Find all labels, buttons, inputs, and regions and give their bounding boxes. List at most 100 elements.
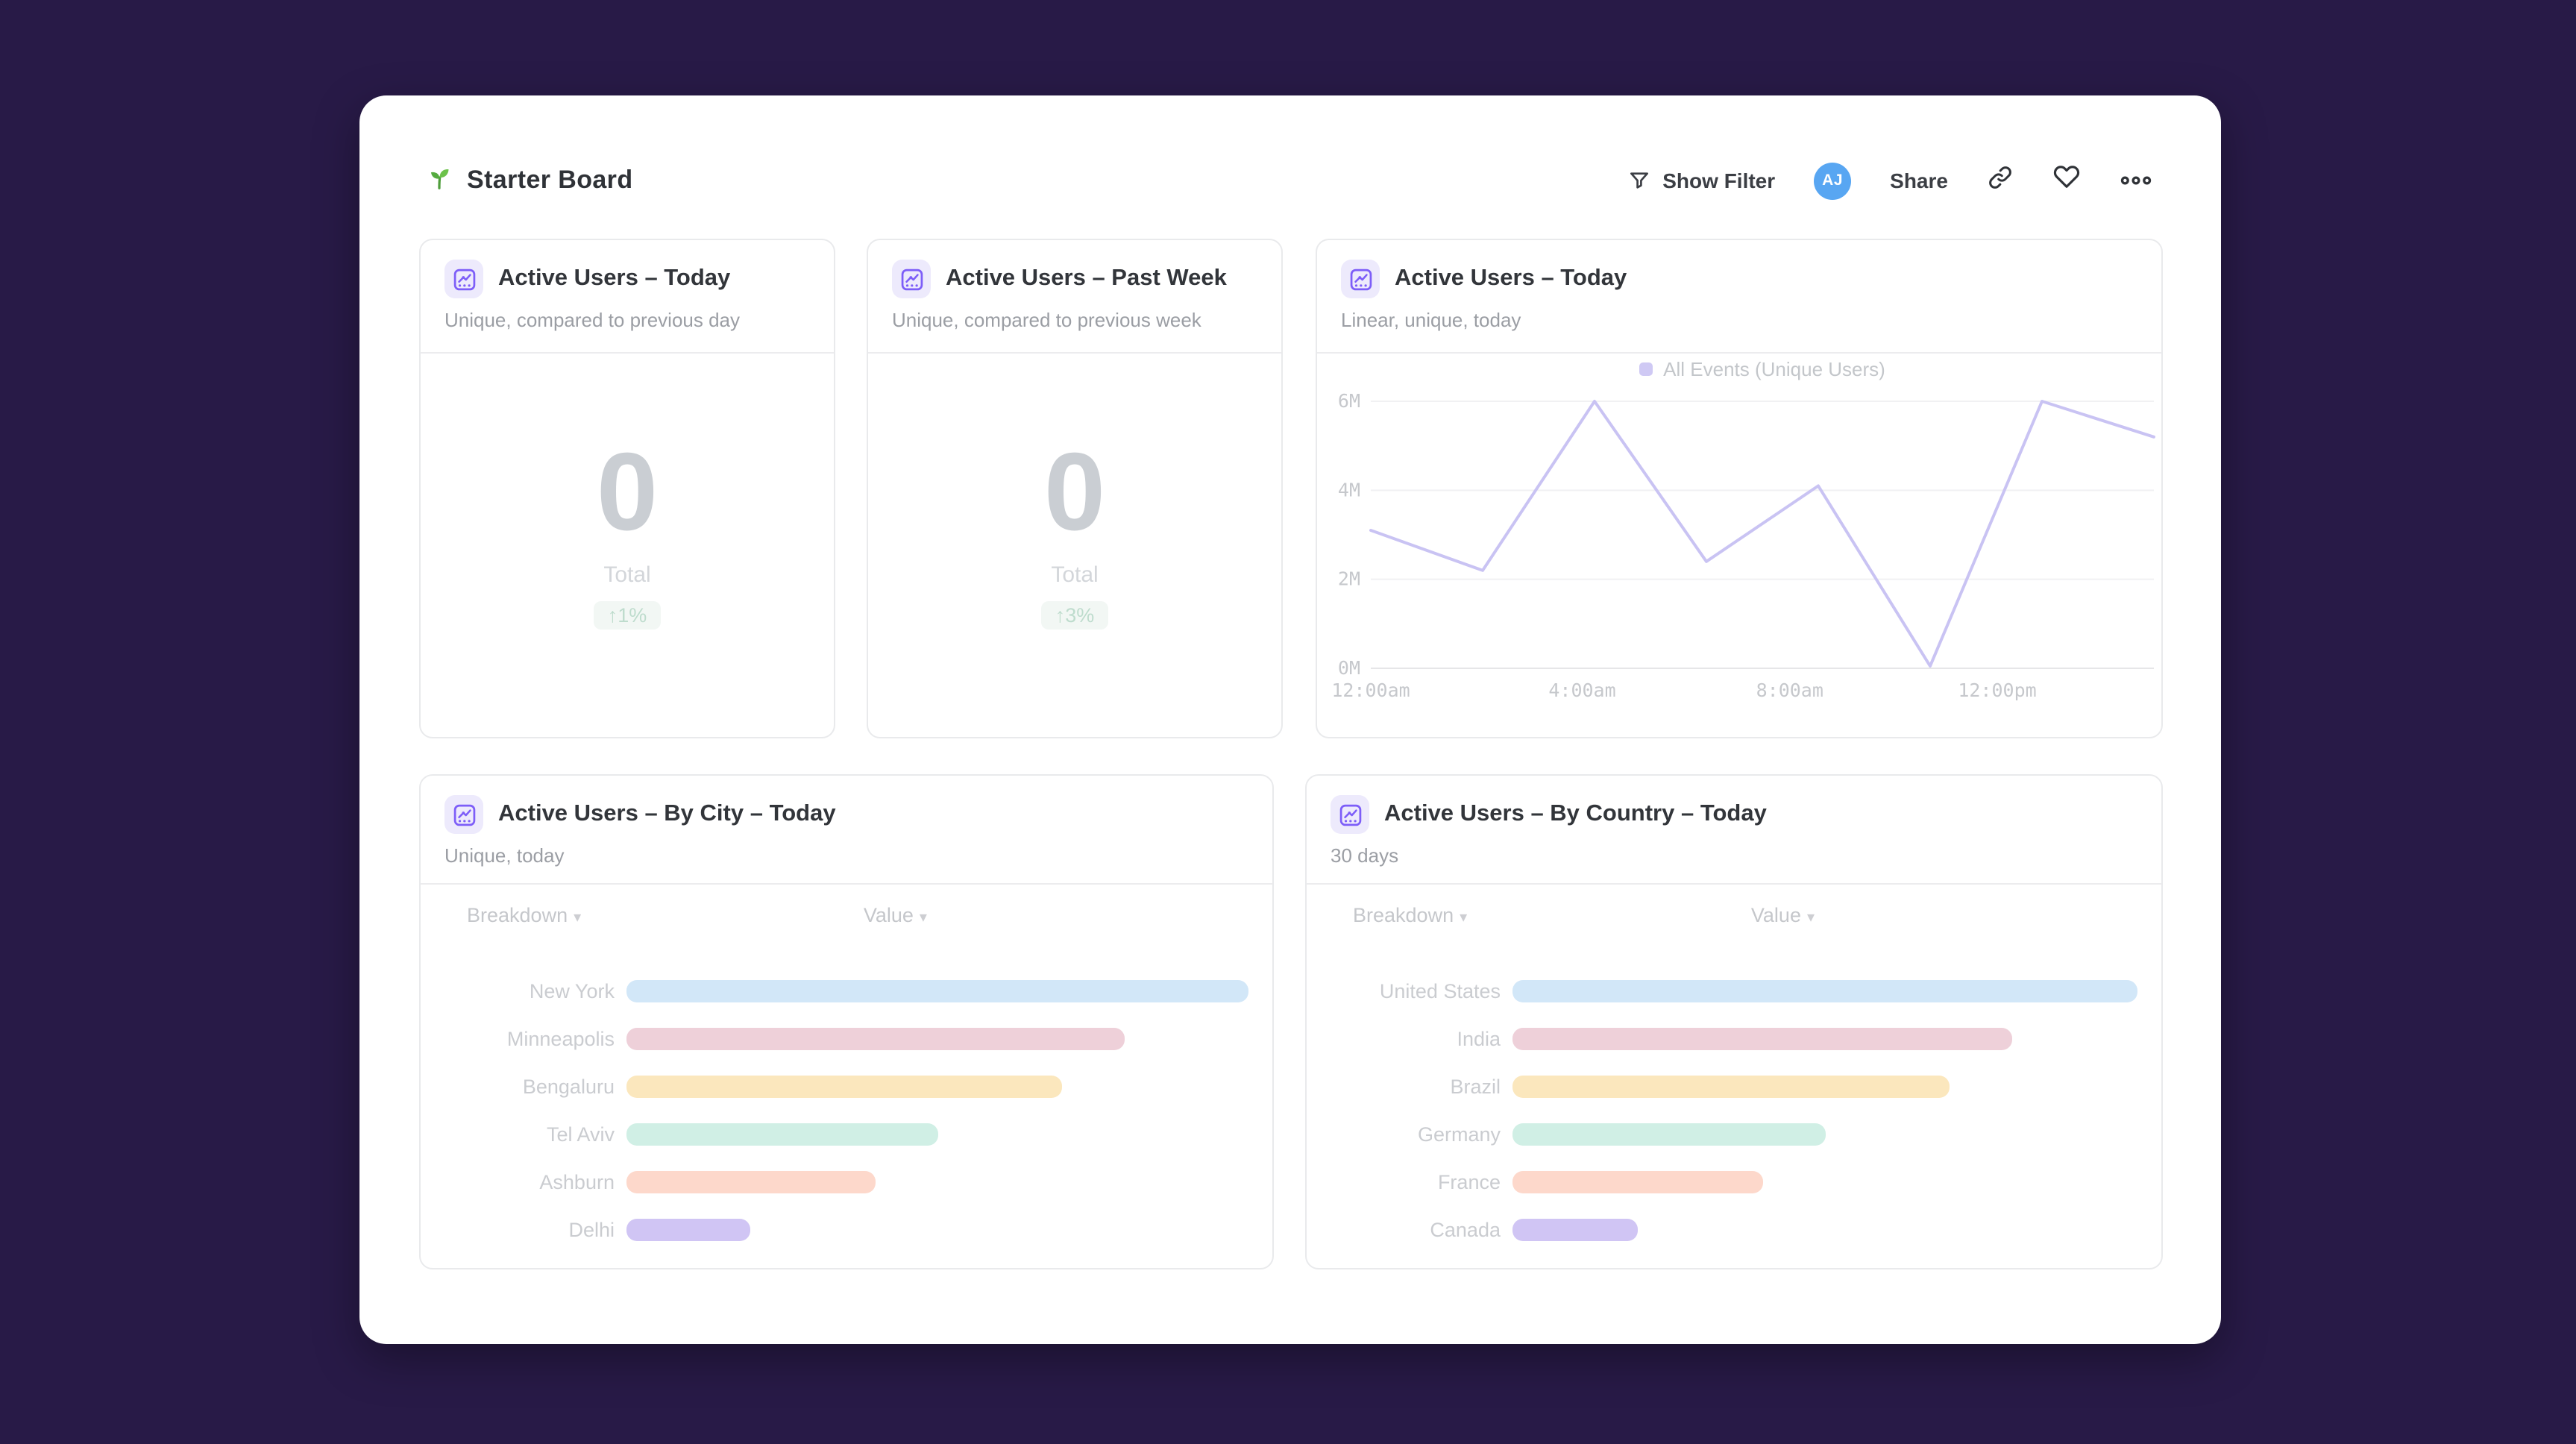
y-tick-label: 0M xyxy=(1338,657,1360,679)
breakdown-label: Brazil xyxy=(1450,1075,1501,1097)
breakdown-rows: United States India Brazil Germany France Can… xyxy=(1331,967,2137,1253)
x-tick-label: 12:00am xyxy=(1331,679,1410,701)
bar-track xyxy=(1512,979,2137,1002)
change-badge: ↑1% xyxy=(594,600,661,629)
value-bar[interactable] xyxy=(1512,1170,1763,1193)
value-bar[interactable] xyxy=(626,1218,751,1240)
table-row: Canada xyxy=(1331,1205,2137,1253)
topbar-controls: Show Filter AJ Share xyxy=(1627,162,2152,199)
card-divider xyxy=(868,352,1281,354)
breakdown-label: New York xyxy=(529,979,615,1002)
metric-label: Total xyxy=(603,562,651,587)
card-divider xyxy=(421,883,1272,885)
card-subtitle: 30 days xyxy=(1331,844,1399,867)
value-bar[interactable] xyxy=(626,1170,876,1193)
y-tick-label: 6M xyxy=(1338,390,1360,412)
legend-label: All Events (Unique Users) xyxy=(1663,358,1885,380)
table-row: Delhi xyxy=(444,1205,1248,1253)
card-header: Active Users – By Country – Today 30 day… xyxy=(1307,776,2161,867)
chart-legend: All Events (Unique Users) xyxy=(1371,358,2154,380)
value-bar[interactable] xyxy=(1512,1075,1950,1097)
card-title: Active Users – Today xyxy=(498,266,731,291)
breakdown-column-dropdown[interactable]: Breakdown ▾ xyxy=(1353,904,1468,926)
show-filter-label: Show Filter xyxy=(1662,169,1776,192)
chart-icon xyxy=(1341,260,1380,298)
bar-track xyxy=(626,1123,1248,1145)
bar-track xyxy=(626,1075,1248,1097)
board-title-group: Starter Board xyxy=(425,163,633,198)
dashboard-panel: Starter Board Show Filter AJ Share xyxy=(359,95,2221,1344)
card-divider xyxy=(1307,883,2161,885)
card-title: Active Users – Past Week xyxy=(946,266,1227,291)
show-filter-button[interactable]: Show Filter xyxy=(1627,169,1775,192)
table-row: Bengaluru xyxy=(444,1062,1248,1110)
bar-track xyxy=(1512,1027,2137,1049)
chevron-down-icon: ▾ xyxy=(919,910,927,926)
bar-track xyxy=(626,1218,1248,1240)
breakdown-label: Canada xyxy=(1430,1218,1501,1240)
metric-value: 0 xyxy=(1043,429,1106,553)
value-bar[interactable] xyxy=(1512,1123,1825,1145)
card-active-users-by-country[interactable]: Active Users – By Country – Today 30 day… xyxy=(1305,774,2163,1269)
card-title: Active Users – By City – Today xyxy=(498,801,836,826)
card-active-users-today[interactable]: Active Users – Today Unique, compared to… xyxy=(419,239,835,738)
link-icon xyxy=(1987,163,2014,198)
table-row: Ashburn xyxy=(444,1158,1248,1205)
table-row: France xyxy=(1331,1158,2137,1205)
breakdown-column-dropdown[interactable]: Breakdown ▾ xyxy=(467,904,582,926)
share-button[interactable]: Share xyxy=(1890,169,1948,192)
value-bar[interactable] xyxy=(626,1123,937,1145)
dashboard-topbar: Starter Board Show Filter AJ Share xyxy=(359,149,2221,212)
chart-icon xyxy=(444,795,483,834)
value-bar[interactable] xyxy=(1512,1027,2013,1049)
more-options-button[interactable] xyxy=(2120,167,2152,194)
value-column-dropdown[interactable]: Value ▾ xyxy=(863,904,927,926)
copy-link-button[interactable] xyxy=(1987,163,2014,198)
chevron-down-icon: ▾ xyxy=(1806,910,1815,926)
card-active-users-past-week[interactable]: Active Users – Past Week Unique, compare… xyxy=(867,239,1283,738)
card-subtitle: Linear, unique, today xyxy=(1341,309,1521,331)
breakdown-label: United States xyxy=(1379,979,1501,1002)
breakdown-rows: New York Minneapolis Bengaluru Tel Aviv Ashb… xyxy=(444,967,1248,1253)
chart-icon xyxy=(1331,795,1369,834)
bar-track xyxy=(1512,1170,2137,1193)
metric-block: 0 Total ↑3% xyxy=(868,340,1281,725)
card-active-users-by-city[interactable]: Active Users – By City – Today Unique, t… xyxy=(419,774,1274,1269)
table-row: Brazil xyxy=(1331,1062,2137,1110)
card-divider xyxy=(1317,352,2161,354)
card-title: Active Users – By Country – Today xyxy=(1384,801,1767,826)
favorite-button[interactable] xyxy=(2052,163,2081,198)
page-title: Starter Board xyxy=(467,166,633,194)
breakdown-label: Tel Aviv xyxy=(546,1123,615,1145)
breakdown-label: Minneapolis xyxy=(506,1027,615,1049)
change-badge: ↑3% xyxy=(1041,600,1108,629)
value-bar[interactable] xyxy=(626,1075,1062,1097)
table-row: United States xyxy=(1331,967,2137,1014)
metric-label: Total xyxy=(1051,562,1099,587)
avatar[interactable]: AJ xyxy=(1814,162,1852,199)
card-header: Active Users – Past Week Unique, compare… xyxy=(868,240,1281,331)
chart-line xyxy=(1369,400,2155,668)
chevron-down-icon: ▾ xyxy=(574,910,582,926)
table-row: Germany xyxy=(1331,1110,2137,1158)
card-active-users-today-linear[interactable]: Active Users – Today Linear, unique, tod… xyxy=(1316,239,2163,738)
card-subtitle: Unique, today xyxy=(444,844,565,867)
x-tick-label: 8:00am xyxy=(1756,679,1823,701)
card-subtitle: Unique, compared to previous day xyxy=(444,309,741,331)
breakdown-label: Bengaluru xyxy=(522,1075,615,1097)
table-row: Minneapolis xyxy=(444,1014,1248,1062)
value-bar[interactable] xyxy=(1512,979,2137,1002)
metric-block: 0 Total ↑1% xyxy=(421,340,834,725)
value-bar[interactable] xyxy=(626,979,1248,1002)
card-title: Active Users – Today xyxy=(1395,266,1627,291)
value-bar[interactable] xyxy=(626,1027,1125,1049)
chart-icon xyxy=(892,260,931,298)
bar-track xyxy=(1512,1123,2137,1145)
breakdown-label: Germany xyxy=(1417,1123,1501,1145)
card-header: Active Users – By City – Today Unique, t… xyxy=(421,776,1272,867)
value-column-dropdown[interactable]: Value ▾ xyxy=(1750,904,1815,926)
card-divider xyxy=(421,352,834,354)
table-row: India xyxy=(1331,1014,2137,1062)
value-bar[interactable] xyxy=(1512,1218,1638,1240)
table-row: Tel Aviv xyxy=(444,1110,1248,1158)
